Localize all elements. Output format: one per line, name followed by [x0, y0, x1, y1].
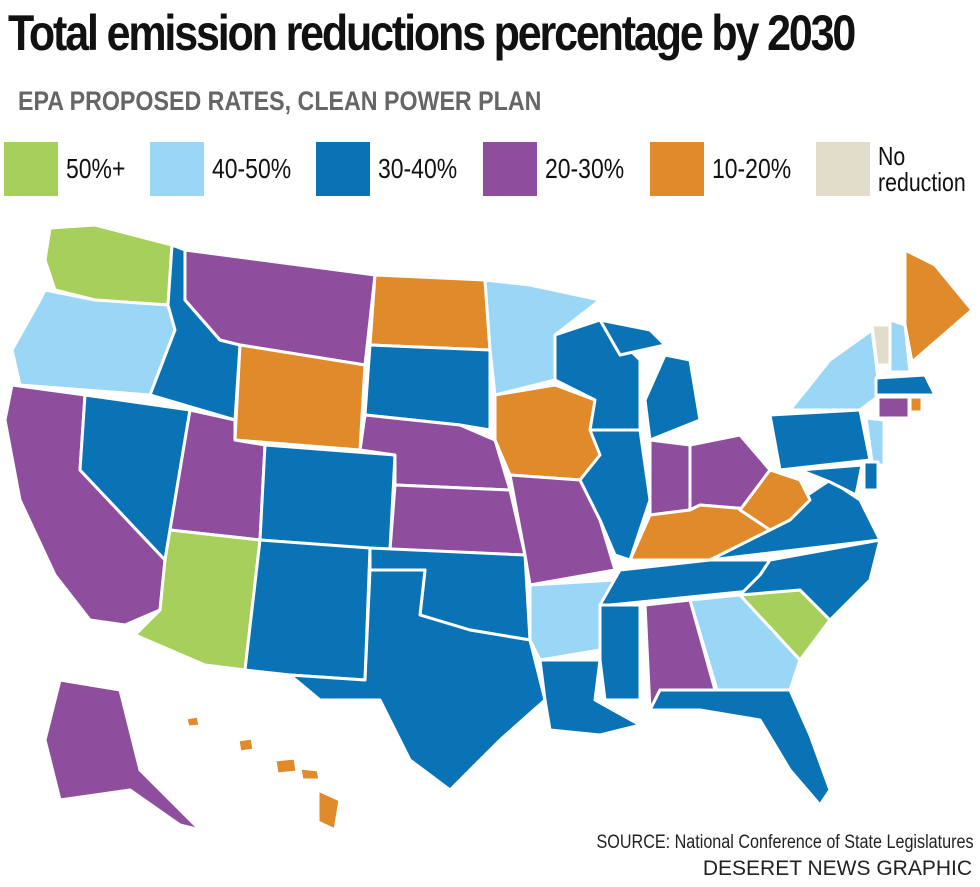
state-il — [578, 428, 652, 562]
legend-label: 20-30% — [545, 153, 625, 184]
source-note: SOURCE: National Conference of State Leg… — [596, 832, 974, 853]
legend-label: 50%+ — [66, 153, 126, 184]
legend-item-no-reduction: No reduction — [816, 142, 980, 196]
state-ak — [43, 678, 202, 832]
state-nd — [368, 273, 492, 352]
state-nm — [243, 538, 372, 682]
legend-swatch — [150, 142, 204, 196]
legend-label: No reduction — [878, 141, 966, 197]
state-de — [862, 460, 880, 492]
state-mi — [598, 318, 667, 357]
state-ny — [788, 328, 882, 412]
graphic-credit: DESERET NEWS GRAPHIC — [702, 857, 972, 880]
state-hi — [273, 756, 299, 776]
state-hi — [316, 788, 342, 832]
state-or — [10, 288, 177, 397]
state-in — [648, 438, 692, 517]
state-nj — [864, 416, 886, 468]
state-ct — [876, 395, 911, 420]
legend-item-40-50: 40-50% — [150, 142, 309, 196]
state-ks — [388, 483, 527, 557]
state-ri — [908, 395, 924, 414]
state-tx — [288, 568, 547, 792]
subtitle: EPA PROPOSED RATES, CLEAN POWER PLAN — [18, 86, 542, 116]
state-hi — [298, 766, 322, 782]
state-nc — [738, 538, 882, 622]
legend-swatch — [483, 142, 537, 196]
state-mi — [643, 353, 702, 442]
state-hi — [236, 736, 256, 754]
state-ar — [528, 578, 617, 662]
legend-item-20-30: 20-30% — [483, 142, 642, 196]
legend-label: 40-50% — [212, 153, 292, 184]
state-co — [258, 443, 397, 552]
state-sd — [363, 343, 492, 432]
state-pa — [768, 408, 872, 472]
legend-item-50plus: 50%+ — [4, 142, 138, 196]
state-ia — [493, 383, 602, 482]
legend: 50%+ 40-50% 30-40% 20-30% 10-20% No redu… — [0, 142, 980, 202]
state-wv — [738, 468, 812, 532]
state-la — [538, 658, 642, 737]
legend-swatch — [316, 142, 370, 196]
legend-swatch — [816, 142, 870, 196]
legend-swatch — [4, 142, 58, 196]
legend-item-30-40: 30-40% — [316, 142, 475, 196]
state-ma — [874, 373, 937, 397]
legend-swatch — [650, 142, 704, 196]
legend-item-10-20: 10-20% — [650, 142, 809, 196]
state-md — [798, 463, 864, 497]
legend-label: 30-40% — [378, 153, 458, 184]
state-wy — [233, 343, 367, 452]
page-title: Total emission reductions percentage by … — [8, 5, 856, 61]
state-hi — [184, 714, 202, 729]
state-ga — [688, 593, 802, 702]
state-fl — [648, 688, 832, 807]
legend-label: 10-20% — [712, 153, 792, 184]
state-ms — [598, 603, 642, 702]
state-me — [903, 248, 974, 364]
